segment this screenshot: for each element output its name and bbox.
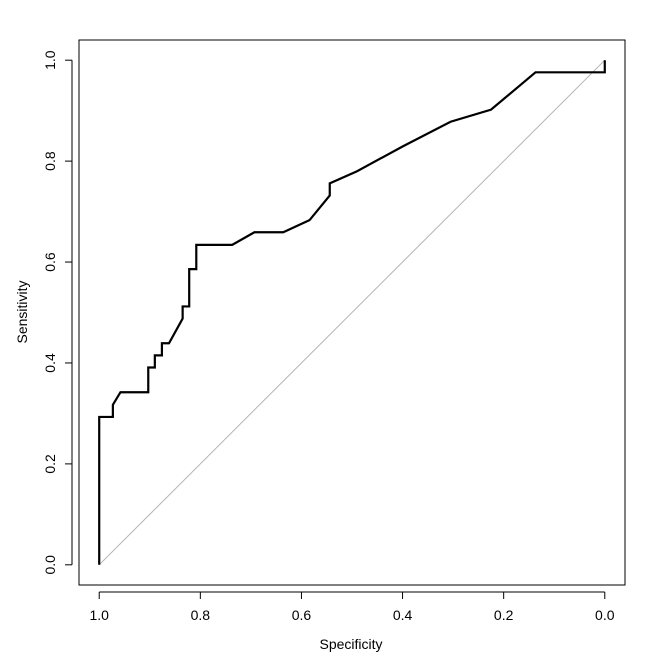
x-tick-label: 0.8 (191, 607, 211, 623)
plot-frame (78, 39, 626, 586)
x-tick-label: 0.0 (595, 607, 615, 623)
y-tick-label: 0.6 (42, 252, 58, 272)
roc-curve-line (98, 60, 606, 565)
y-axis: 0.0 0.2 0.4 0.6 0.8 1.0 (42, 50, 73, 575)
roc-curve-layer (98, 60, 606, 565)
x-axis: 1.0 0.8 0.6 0.4 0.2 0.0 (89, 591, 615, 623)
y-tick-label: 1.0 (42, 50, 58, 70)
reference-diagonal-layer (98, 59, 606, 566)
x-axis-label: Specificity (319, 636, 382, 652)
y-axis-label: Sensitivity (14, 280, 30, 343)
x-tick-label: 1.0 (89, 607, 109, 623)
y-tick-label: 0.2 (42, 454, 58, 474)
x-tick-label: 0.4 (393, 607, 413, 623)
y-tick-label: 0.8 (42, 151, 58, 171)
reference-diagonal-line (98, 59, 606, 566)
x-tick-label: 0.2 (494, 607, 514, 623)
x-tick-label: 0.6 (292, 607, 312, 623)
y-tick-label: 0.0 (42, 555, 58, 575)
y-tick-label: 0.4 (42, 353, 58, 373)
